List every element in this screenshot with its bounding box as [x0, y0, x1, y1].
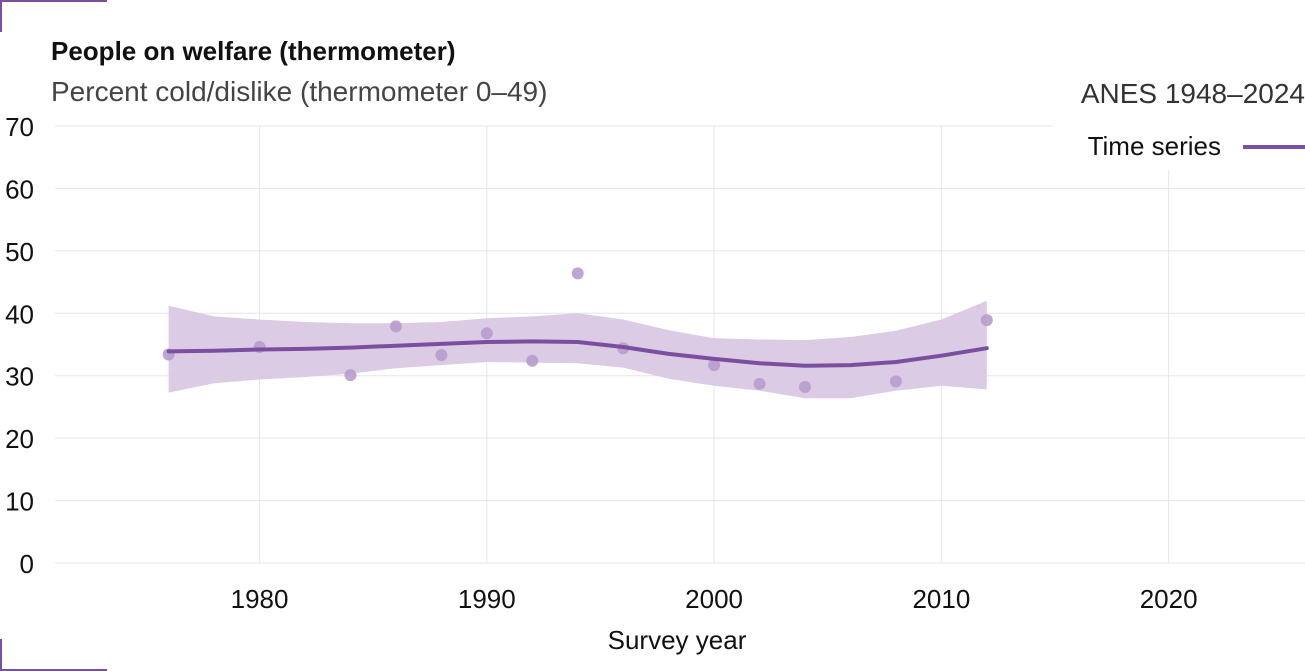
trend-line-layer: [166, 339, 989, 368]
x-tick-label: 1990: [458, 584, 516, 614]
data-point: [480, 327, 493, 340]
corner-mark-top: [0, 0, 107, 32]
x-tick-labels: 1980 1990 2000 2010 2020: [231, 584, 1198, 614]
data-point: [571, 267, 584, 280]
y-tick-label: 60: [5, 174, 34, 204]
data-point: [389, 320, 402, 333]
y-tick-label: 30: [5, 362, 34, 392]
y-tick-label: 40: [5, 299, 34, 329]
x-axis-label: Survey year: [608, 625, 747, 655]
data-point: [799, 380, 811, 393]
data-point: [526, 354, 539, 367]
data-point: [753, 377, 766, 390]
x-tick-label: 2020: [1140, 584, 1198, 614]
x-tick-label: 2010: [912, 584, 970, 614]
source-label: ANES 1948–2024: [1080, 78, 1305, 109]
chart-title: People on welfare (thermometer): [51, 36, 456, 66]
corner-mark-bottom: [0, 639, 107, 671]
chart-subtitle: Percent cold/dislike (thermometer 0–49): [51, 76, 548, 107]
data-point: [889, 375, 902, 388]
data-point: [708, 359, 721, 372]
y-tick-label: 20: [5, 424, 34, 454]
confidence-band-layer: [168, 300, 987, 399]
y-tick-label: 0: [20, 549, 34, 579]
y-tick-label: 10: [5, 487, 34, 517]
data-point: [980, 314, 993, 327]
x-tick-label: 2000: [685, 584, 743, 614]
x-tick-label: 1980: [231, 584, 289, 614]
y-tick-labels: 0 10 20 30 40 50 60 70: [5, 112, 34, 579]
confidence-band: [168, 300, 987, 399]
trend-line: [166, 339, 989, 368]
y-tick-label: 70: [5, 112, 34, 142]
data-point: [344, 369, 357, 382]
data-point: [435, 349, 448, 362]
y-tick-label: 50: [5, 237, 34, 267]
legend-label: Time series: [1088, 131, 1221, 161]
